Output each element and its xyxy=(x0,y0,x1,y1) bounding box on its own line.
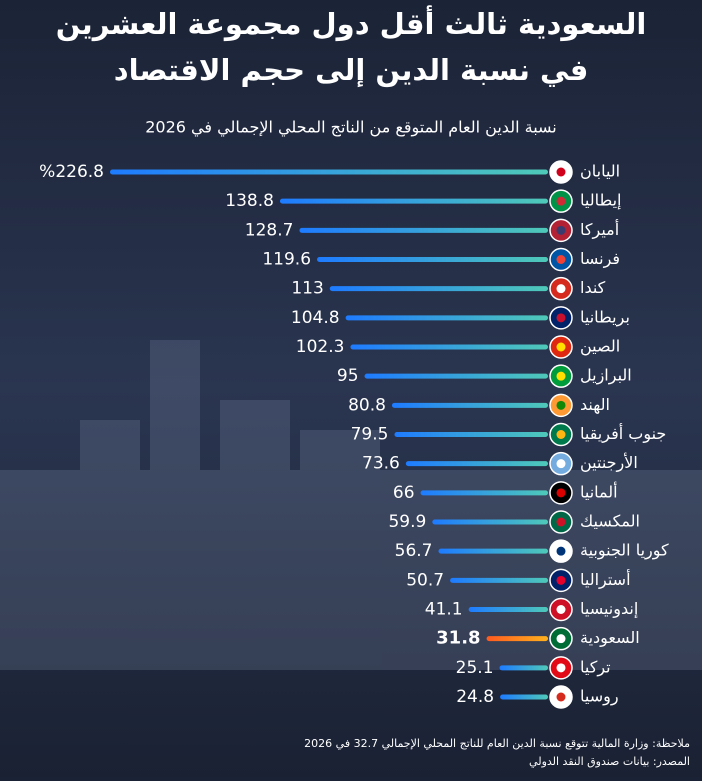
value-label: %226.8 xyxy=(39,162,104,182)
category-label: فرنسا xyxy=(580,249,620,269)
flag-emblem xyxy=(556,225,566,235)
bar xyxy=(317,257,548,262)
value-label: 73.6 xyxy=(362,454,400,474)
value-label: 50.7 xyxy=(406,570,444,590)
category-label: إيطاليا xyxy=(580,191,621,210)
category-label: تركيا xyxy=(580,657,611,677)
flag-emblem xyxy=(556,313,566,323)
category-label: روسيا xyxy=(580,687,619,707)
flag-emblem xyxy=(556,255,566,264)
category-label: المكسيك xyxy=(580,512,640,531)
value-label: 119.6 xyxy=(262,250,311,270)
flag-emblem xyxy=(556,634,566,644)
flag-emblem xyxy=(556,488,566,498)
bar xyxy=(438,548,548,554)
bar xyxy=(420,490,548,496)
skyline xyxy=(0,340,702,670)
bar xyxy=(299,227,548,233)
value-label: 79.5 xyxy=(351,425,389,445)
flag-emblem xyxy=(556,430,566,439)
value-label: 25.1 xyxy=(456,658,494,678)
category-label: كوريا الجنوبية xyxy=(580,541,669,561)
category-label: أميركا xyxy=(580,219,619,240)
category-label: ألمانيا xyxy=(580,481,618,501)
flag-emblem xyxy=(556,663,566,673)
value-label: 41.1 xyxy=(425,600,463,620)
bar xyxy=(468,607,548,612)
value-label: 80.8 xyxy=(348,395,386,415)
flag-emblem xyxy=(556,371,566,381)
note: ملاحظة: وزارة المالية تتوقع نسبة الدين ا… xyxy=(304,737,690,750)
value-label: 113 xyxy=(291,279,323,299)
value-label: 102.3 xyxy=(296,337,345,357)
category-label: كندا xyxy=(580,278,606,297)
flag-emblem xyxy=(556,575,566,585)
category-label: اليابان xyxy=(580,162,620,181)
bar xyxy=(500,694,548,700)
category-label: أستراليا xyxy=(580,569,631,590)
bar xyxy=(329,286,548,292)
bar xyxy=(486,636,548,642)
flag-emblem xyxy=(556,692,566,702)
bar xyxy=(110,169,548,175)
flag-emblem xyxy=(556,167,566,177)
bar xyxy=(391,402,548,408)
category-label: بريطانيا xyxy=(580,307,630,327)
subtitle: نسبة الدين العام المتوقع من الناتج المحل… xyxy=(145,118,557,138)
category-label: الهند xyxy=(580,395,610,415)
value-label: 128.7 xyxy=(245,220,294,240)
bar xyxy=(350,344,548,350)
value-label: 59.9 xyxy=(388,512,426,532)
value-label: 66 xyxy=(393,483,415,503)
bar xyxy=(499,665,548,671)
bar xyxy=(450,577,548,583)
category-label: السعودية xyxy=(580,628,640,648)
title-line: السعودية ثالث أقل دول مجموعة العشرين xyxy=(56,5,647,41)
flag-emblem xyxy=(556,517,566,527)
bar xyxy=(405,461,548,467)
bar xyxy=(394,432,548,437)
value-label: 138.8 xyxy=(225,191,274,211)
title-line: في نسبة الدين إلى حجم الاقتصاد xyxy=(114,53,589,88)
category-label: البرازيل xyxy=(580,366,632,386)
category-label: الصين xyxy=(580,337,620,357)
category-label: الأرجنتين xyxy=(580,452,638,473)
flag-emblem xyxy=(556,400,566,410)
value-label: 24.8 xyxy=(456,687,494,707)
bar xyxy=(364,373,548,379)
bar xyxy=(345,315,548,321)
value-label: 95 xyxy=(337,366,359,386)
flag-emblem xyxy=(556,196,566,206)
bar xyxy=(432,519,548,525)
flag-emblem xyxy=(556,605,566,614)
flag-emblem xyxy=(556,284,566,294)
category-label: جنوب أفريقيا xyxy=(580,423,666,444)
flag-emblem xyxy=(556,546,566,556)
bar xyxy=(279,198,548,204)
category-label: إندونيسيا xyxy=(580,599,638,619)
value-label: 31.8 xyxy=(436,628,480,649)
note: المصدر: بيانات صندوق النقد الدولي xyxy=(529,755,690,768)
flag-emblem xyxy=(556,459,566,469)
flag-emblem xyxy=(556,342,566,352)
value-label: 56.7 xyxy=(395,541,433,561)
value-label: 104.8 xyxy=(291,308,340,328)
